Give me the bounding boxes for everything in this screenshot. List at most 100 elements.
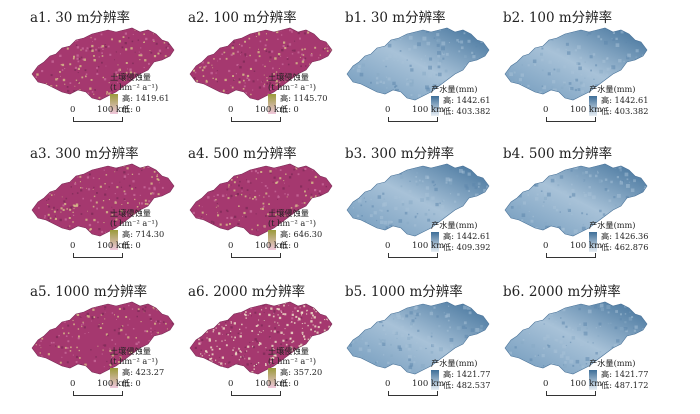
legend: 产水量(mm) 高: 1421.77 低: 482.537: [431, 358, 511, 414]
scale-bar: 0 100 km: [56, 105, 136, 129]
panel-title: a4. 500 m分辨率: [188, 146, 297, 162]
scale-bar: 0 100 km: [214, 379, 294, 403]
panel-title: b4. 500 m分辨率: [503, 146, 613, 162]
legend-color-ramp: [431, 370, 439, 390]
scale-label: 100 km: [97, 379, 130, 389]
scale-zero: 0: [228, 105, 234, 115]
legend-title: 土壤侵蚀量: [110, 346, 151, 356]
legend: 产水量(mm) 高: 1421.77 低: 487.172: [589, 358, 669, 414]
legend-high: 高: 1145.70: [280, 93, 328, 103]
scale-line: [231, 391, 281, 396]
legend-color-ramp: [268, 94, 276, 114]
scale-line: [231, 253, 281, 258]
legend-low: 低: 403.382: [601, 106, 649, 116]
scale-label: 100 km: [97, 105, 130, 115]
scale-label: 100 km: [570, 241, 603, 251]
scale-zero: 0: [70, 379, 76, 389]
legend-high: 高: 1442.61: [601, 95, 649, 105]
scale-zero: 0: [228, 241, 234, 251]
legend-unit: (t hm⁻² a⁻¹): [268, 356, 317, 366]
legend-unit: (t hm⁻² a⁻¹): [110, 82, 159, 92]
region-fill: [347, 28, 489, 100]
legend: 产水量(mm) 高: 1426.36 低: 462.876: [589, 220, 669, 276]
region-fill: [190, 164, 332, 236]
legend-title: 土壤侵蚀量: [110, 208, 151, 218]
legend: 土壤侵蚀量 (t hm⁻² a⁻¹) 高: 357.20 低: 0: [268, 346, 348, 402]
map-panel-b2: b2. 100 m分辨率 产水量(mm) 高: 1442.61 低: 403.382 0…: [503, 2, 663, 132]
scale-zero: 0: [543, 379, 549, 389]
water-yield-map: [504, 163, 648, 237]
region-fill: [505, 302, 647, 374]
panel-title: b5. 1000 m分辨率: [345, 284, 463, 300]
legend-low: 低: 403.382: [443, 106, 491, 116]
region-fill: [32, 28, 174, 100]
water-yield-map: [504, 27, 648, 101]
scale-zero: 0: [385, 379, 391, 389]
legend-low: 低: 0: [122, 378, 141, 388]
scale-line: [546, 391, 596, 396]
legend-low: 低: 0: [280, 240, 299, 250]
legend-unit: (t hm⁻² a⁻¹): [268, 82, 317, 92]
legend-title: 产水量(mm): [431, 84, 478, 94]
legend-low: 低: 482.537: [443, 380, 491, 390]
legend: 产水量(mm) 高: 1442.61 低: 403.382: [431, 84, 511, 140]
legend-title: 产水量(mm): [589, 358, 636, 368]
panel-title: a1. 30 m分辨率: [30, 10, 130, 26]
soil-erosion-map: [189, 301, 333, 375]
legend: 产水量(mm) 高: 1442.61 低: 409.392: [431, 220, 511, 276]
map-panel-a1: a1. 30 m分辨率土壤侵蚀量 (t hm⁻² a⁻¹) 高: 1419.61 低:…: [30, 2, 190, 132]
legend: 产水量(mm) 高: 1442.61 低: 403.382: [589, 84, 669, 140]
soil-erosion-map: [189, 163, 333, 237]
scale-label: 100 km: [412, 105, 445, 115]
legend-color-ramp: [110, 230, 118, 250]
legend-high: 高: 1426.36: [601, 231, 649, 241]
legend-high: 高: 1421.77: [601, 369, 649, 379]
scale-zero: 0: [543, 241, 549, 251]
water-yield-map: [346, 163, 490, 237]
legend-color-ramp: [589, 96, 597, 116]
panel-title: a3. 300 m分辨率: [30, 146, 139, 162]
legend-color-ramp: [589, 370, 597, 390]
map-panel-b5: b5. 1000 m分辨率产水量(mm) 高: 1421.77 低: 482.537…: [345, 276, 505, 406]
panel-title: b3. 300 m分辨率: [345, 146, 455, 162]
panel-title: a2. 100 m分辨率: [188, 10, 297, 26]
legend-unit: (t hm⁻² a⁻¹): [110, 356, 159, 366]
legend-high: 高: 714.30: [122, 229, 165, 239]
scale-label: 100 km: [570, 379, 603, 389]
water-yield-map: [346, 27, 490, 101]
legend-high: 高: 1442.61: [443, 95, 491, 105]
scale-label: 100 km: [255, 379, 288, 389]
scale-line: [231, 117, 281, 122]
scale-bar: 0 100 km: [529, 241, 609, 265]
legend: 土壤侵蚀量 (t hm⁻² a⁻¹) 高: 1419.61 低: 0: [110, 72, 190, 128]
panel-title: a5. 1000 m分辨率: [30, 284, 148, 300]
scale-label: 100 km: [255, 241, 288, 251]
legend-title: 产水量(mm): [589, 220, 636, 230]
legend-color-ramp: [431, 232, 439, 252]
scale-line: [73, 391, 123, 396]
scale-bar: 0 100 km: [371, 241, 451, 265]
scale-label: 100 km: [97, 241, 130, 251]
legend-title: 土壤侵蚀量: [268, 208, 309, 218]
scale-bar: 0 100 km: [371, 379, 451, 403]
scale-zero: 0: [70, 105, 76, 115]
soil-erosion-map: [31, 27, 175, 101]
scale-bar: 0 100 km: [56, 379, 136, 403]
legend-low: 低: 0: [122, 240, 141, 250]
scale-zero: 0: [385, 241, 391, 251]
legend: 土壤侵蚀量 (t hm⁻² a⁻¹) 高: 1145.70 低: 0: [268, 72, 348, 128]
legend-title: 产水量(mm): [431, 358, 478, 368]
map-panel-b1: b1. 30 m分辨率 产水量(mm) 高: 1442.61 低: 403.382 0 1…: [345, 2, 505, 132]
legend-title: 产水量(mm): [431, 220, 478, 230]
scale-line: [388, 117, 438, 122]
scale-label: 100 km: [570, 105, 603, 115]
scale-zero: 0: [70, 241, 76, 251]
legend-high: 高: 1419.61: [122, 93, 170, 103]
legend-title: 土壤侵蚀量: [268, 72, 309, 82]
legend-unit: (t hm⁻² a⁻¹): [110, 218, 159, 228]
legend-high: 高: 423.27: [122, 367, 165, 377]
legend-high: 高: 1421.77: [443, 369, 491, 379]
scale-label: 100 km: [255, 105, 288, 115]
legend-low: 低: 487.172: [601, 380, 649, 390]
